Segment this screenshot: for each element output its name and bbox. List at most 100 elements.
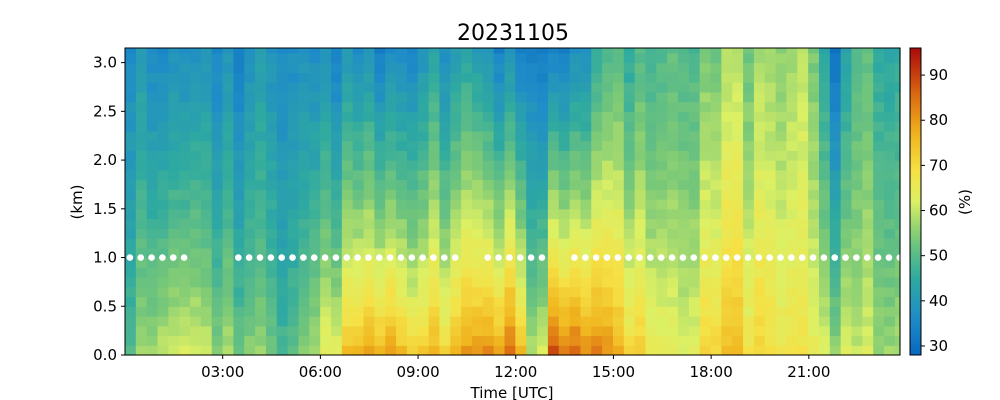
heatmap-cell	[580, 267, 592, 278]
heatmap-cell	[829, 150, 842, 161]
heatmap-cell	[851, 228, 863, 239]
heatmap-cell	[580, 277, 592, 288]
heatmap-cell	[818, 160, 831, 171]
heatmap-cell	[688, 160, 701, 171]
heatmap-cell	[200, 247, 213, 259]
heatmap-cell	[862, 189, 874, 200]
heatmap-cell	[287, 82, 300, 93]
heatmap-cell	[276, 82, 289, 93]
heatmap-cell	[200, 179, 213, 190]
heatmap-cell	[244, 267, 256, 278]
heatmap-cell	[287, 179, 300, 190]
heatmap-cell	[862, 111, 874, 122]
heatmap-cell	[211, 169, 224, 181]
heatmap-cell	[786, 267, 798, 278]
heatmap-cell	[190, 52, 202, 64]
heatmap-cell	[537, 52, 549, 64]
heatmap-cell	[428, 160, 441, 171]
heatmap-cell	[417, 111, 430, 122]
heatmap-cell	[471, 62, 484, 73]
heatmap-cell	[862, 179, 874, 190]
heatmap-cell	[612, 150, 625, 161]
x-tick-label: 03:00	[201, 363, 244, 381]
heatmap-cell	[374, 247, 386, 259]
heatmap-cell	[309, 150, 321, 161]
heatmap-cell	[612, 140, 625, 151]
heatmap-cell	[211, 286, 224, 298]
heatmap-cell	[125, 296, 137, 307]
heatmap-cell	[396, 130, 408, 142]
heatmap-cell	[764, 72, 777, 83]
heatmap-cell	[591, 277, 603, 288]
heatmap-cell	[743, 160, 755, 171]
heatmap-cell	[320, 345, 332, 356]
heatmap-cell	[461, 335, 473, 346]
cloud-base-markers	[126, 254, 904, 261]
heatmap-cell	[352, 238, 365, 249]
heatmap-cell	[168, 111, 180, 122]
heatmap-cell	[450, 140, 462, 151]
heatmap-cell	[352, 277, 365, 288]
heatmap-cell	[396, 267, 408, 278]
heatmap-cell	[526, 111, 538, 122]
heatmap-cell	[493, 48, 506, 54]
heatmap-cell	[753, 277, 766, 288]
heatmap-cell	[699, 247, 712, 259]
heatmap-cell	[211, 150, 224, 161]
heatmap-cell	[406, 52, 419, 64]
heatmap-cell	[331, 345, 343, 356]
heatmap-cell	[179, 121, 191, 132]
heatmap-cell	[840, 267, 853, 278]
heatmap-cell	[851, 247, 863, 259]
heatmap-cell	[298, 130, 310, 142]
heatmap-cell	[678, 296, 690, 307]
heatmap-cell	[602, 218, 614, 229]
cloud-base-point	[744, 254, 752, 261]
heatmap-cell	[797, 316, 809, 327]
heatmap-cell	[667, 267, 679, 278]
heatmap-cell	[417, 160, 430, 171]
heatmap-cell	[894, 82, 901, 93]
heatmap-cell	[168, 82, 180, 93]
heatmap-cell	[309, 48, 321, 54]
heatmap-cell	[688, 345, 701, 356]
heatmap-cell	[623, 199, 636, 210]
heatmap-cell	[504, 296, 516, 307]
cloud-base-point	[484, 254, 492, 261]
heatmap-cell	[125, 189, 137, 200]
heatmap-cell	[612, 52, 625, 64]
heatmap-cell	[558, 52, 571, 64]
heatmap-cell	[797, 150, 809, 161]
heatmap-cell	[688, 335, 701, 346]
heatmap-cell	[482, 62, 495, 73]
heatmap-cell	[363, 238, 375, 249]
heatmap-cell	[179, 111, 191, 122]
heatmap-cell	[504, 316, 516, 327]
heatmap-cell	[504, 208, 516, 220]
heatmap-cell	[179, 286, 191, 298]
heatmap-cell	[580, 306, 592, 317]
heatmap-cell	[764, 150, 777, 161]
heatmap-cell	[688, 316, 701, 327]
heatmap-cell	[265, 62, 278, 73]
heatmap-cell	[840, 325, 853, 337]
heatmap-cell	[146, 179, 159, 190]
heatmap-cell	[396, 286, 408, 298]
heatmap-cell	[396, 121, 408, 132]
heatmap-cell	[688, 52, 701, 64]
heatmap-cell	[211, 247, 224, 259]
heatmap-cell	[471, 160, 484, 171]
heatmap-cell	[558, 62, 571, 73]
heatmap-cell	[515, 277, 527, 288]
heatmap-cell	[656, 121, 668, 132]
heatmap-cell	[504, 160, 516, 171]
heatmap-cell	[732, 160, 744, 171]
heatmap-cell	[743, 277, 755, 288]
heatmap-cell	[417, 208, 430, 220]
heatmap-cell	[884, 189, 896, 200]
heatmap-cell	[168, 179, 180, 190]
heatmap-cell	[743, 91, 755, 103]
heatmap-cell	[287, 306, 300, 317]
heatmap-cell	[168, 316, 180, 327]
heatmap-cell	[667, 345, 679, 356]
